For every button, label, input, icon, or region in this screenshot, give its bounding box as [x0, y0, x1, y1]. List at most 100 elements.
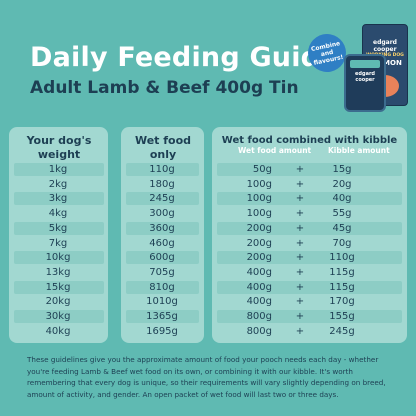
plus-sign: + — [295, 296, 305, 307]
page-subtitle: Adult Lamb & Beef 400g Tin — [30, 78, 299, 98]
wet-amount-cell: 400g — [246, 296, 272, 307]
row-stripe — [126, 310, 199, 323]
plus-sign: + — [295, 223, 305, 234]
wet-food-tin-image: edgard cooper — [344, 54, 386, 112]
weight-cell: 40kg — [45, 326, 71, 337]
weight-column-header: Your dog's weight — [26, 134, 92, 161]
kibble-amount-cell: 115g — [329, 282, 355, 293]
kibble-amount-cell: 20g — [332, 179, 352, 190]
table-row: 7kg 460g 200g +70g — [0, 237, 416, 250]
table-row: 40kg 1695g 800g +245g — [0, 325, 416, 338]
table-row: 13kg 705g 400g +115g — [0, 266, 416, 279]
table-row: 1kg 110g 50g +15g — [0, 163, 416, 176]
tin-brand: edgard cooper — [355, 71, 375, 83]
wet-amount-cell: 800g — [246, 311, 272, 322]
kibble-amount-cell: 115g — [329, 267, 355, 278]
wet-amount-cell: 400g — [246, 267, 272, 278]
weight-cell: 1kg — [48, 164, 68, 175]
row-stripe — [217, 281, 402, 294]
weight-cell: 7kg — [48, 238, 68, 249]
footnote: These guidelines give you the approximat… — [27, 355, 386, 399]
row-stripe — [217, 163, 402, 176]
wet-only-cell: 110g — [149, 164, 175, 175]
weight-cell: 3kg — [48, 193, 68, 204]
row-stripe — [14, 222, 104, 235]
table-row: 4kg 300g 100g +55g — [0, 207, 416, 220]
combine-bubble: Combine and flavours! — [304, 30, 350, 76]
row-stripe — [126, 163, 199, 176]
plus-sign: + — [295, 311, 305, 322]
wet-amount-subheader: Wet food amount — [238, 146, 312, 155]
wet-amount-cell: 200g — [246, 223, 272, 234]
row-stripe — [14, 163, 104, 176]
wet-only-cell: 360g — [149, 223, 175, 234]
kibble-amount-cell: 155g — [329, 311, 355, 322]
row-stripe — [14, 251, 104, 264]
pouch-brand: edgard cooper — [373, 39, 397, 53]
row-stripe — [14, 192, 104, 205]
tin-label — [350, 60, 380, 68]
wet-only-cell: 810g — [149, 282, 175, 293]
plus-sign: + — [295, 326, 305, 337]
row-stripe — [14, 310, 104, 323]
table-row: 30kg 1365g 800g +155g — [0, 310, 416, 323]
wet-amount-cell: 200g — [246, 252, 272, 263]
product-images: Combine and flavours! edgard cooper WORK… — [304, 24, 408, 116]
weight-cell: 20kg — [45, 296, 71, 307]
wet-only-cell: 705g — [149, 267, 175, 278]
kibble-amount-cell: 55g — [332, 208, 352, 219]
plus-sign: + — [295, 164, 305, 175]
kibble-amount-cell: 245g — [329, 326, 355, 337]
table-row: 10kg 600g 200g +110g — [0, 251, 416, 264]
combined-column-header: Wet food combined with kibble — [221, 135, 398, 146]
weight-cell: 4kg — [48, 208, 68, 219]
row-stripe — [126, 192, 199, 205]
row-stripe — [217, 251, 402, 264]
wet-amount-cell: 800g — [246, 326, 272, 337]
row-stripe — [126, 251, 199, 264]
row-stripe — [217, 310, 402, 323]
table-row: 2kg 180g 100g +20g — [0, 178, 416, 191]
wet-only-column-header: Wet food only — [134, 134, 192, 161]
kibble-amount-cell: 70g — [332, 238, 352, 249]
wet-only-cell: 180g — [149, 179, 175, 190]
wet-only-cell: 1365g — [146, 311, 178, 322]
wet-only-cell: 245g — [149, 193, 175, 204]
wet-amount-cell: 100g — [246, 193, 272, 204]
wet-only-cell: 460g — [149, 238, 175, 249]
row-stripe — [14, 281, 104, 294]
table-row: 5kg 360g 200g +45g — [0, 222, 416, 235]
table-row: 20kg 1010g 400g +170g — [0, 295, 416, 308]
plus-sign: + — [295, 179, 305, 190]
wet-amount-cell: 50g — [252, 164, 272, 175]
page-title: Daily Feeding Guide — [30, 42, 339, 73]
row-stripe — [217, 222, 402, 235]
weight-cell: 15kg — [45, 282, 71, 293]
row-stripe — [126, 222, 199, 235]
wet-amount-cell: 100g — [246, 208, 272, 219]
wet-only-cell: 1695g — [146, 326, 178, 337]
row-stripe — [217, 192, 402, 205]
pouch-subtitle: WORKING DOG — [366, 53, 404, 58]
combine-bubble-text: Combine and flavours! — [310, 39, 344, 67]
weight-cell: 5kg — [48, 223, 68, 234]
wet-only-cell: 1010g — [146, 296, 178, 307]
weight-cell: 2kg — [48, 179, 68, 190]
weight-cell: 30kg — [45, 311, 71, 322]
kibble-amount-cell: 15g — [332, 164, 352, 175]
wet-amount-cell: 100g — [246, 179, 272, 190]
row-stripe — [126, 281, 199, 294]
kibble-amount-cell: 110g — [329, 252, 355, 263]
kibble-amount-subheader: Kibble amount — [328, 146, 390, 155]
kibble-amount-cell: 40g — [332, 193, 352, 204]
weight-cell: 10kg — [45, 252, 71, 263]
kibble-amount-cell: 45g — [332, 223, 352, 234]
plus-sign: + — [295, 267, 305, 278]
wet-amount-cell: 400g — [246, 282, 272, 293]
plus-sign: + — [295, 282, 305, 293]
table-row: 15kg 810g 400g +115g — [0, 281, 416, 294]
wet-only-cell: 600g — [149, 252, 175, 263]
plus-sign: + — [295, 193, 305, 204]
wet-only-cell: 300g — [149, 208, 175, 219]
wet-amount-cell: 200g — [246, 238, 272, 249]
